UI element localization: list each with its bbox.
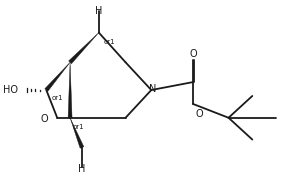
Text: O: O <box>41 114 48 124</box>
Polygon shape <box>68 62 72 118</box>
Polygon shape <box>70 118 84 148</box>
Text: H: H <box>78 164 86 174</box>
Text: H: H <box>95 6 103 16</box>
Text: or1: or1 <box>51 95 63 101</box>
Polygon shape <box>45 62 70 91</box>
Text: or1: or1 <box>73 124 85 130</box>
Text: O: O <box>189 49 197 59</box>
Text: HO: HO <box>3 85 18 95</box>
Text: O: O <box>196 109 203 119</box>
Polygon shape <box>69 33 99 64</box>
Text: N: N <box>149 84 156 94</box>
Text: or1: or1 <box>104 39 115 44</box>
